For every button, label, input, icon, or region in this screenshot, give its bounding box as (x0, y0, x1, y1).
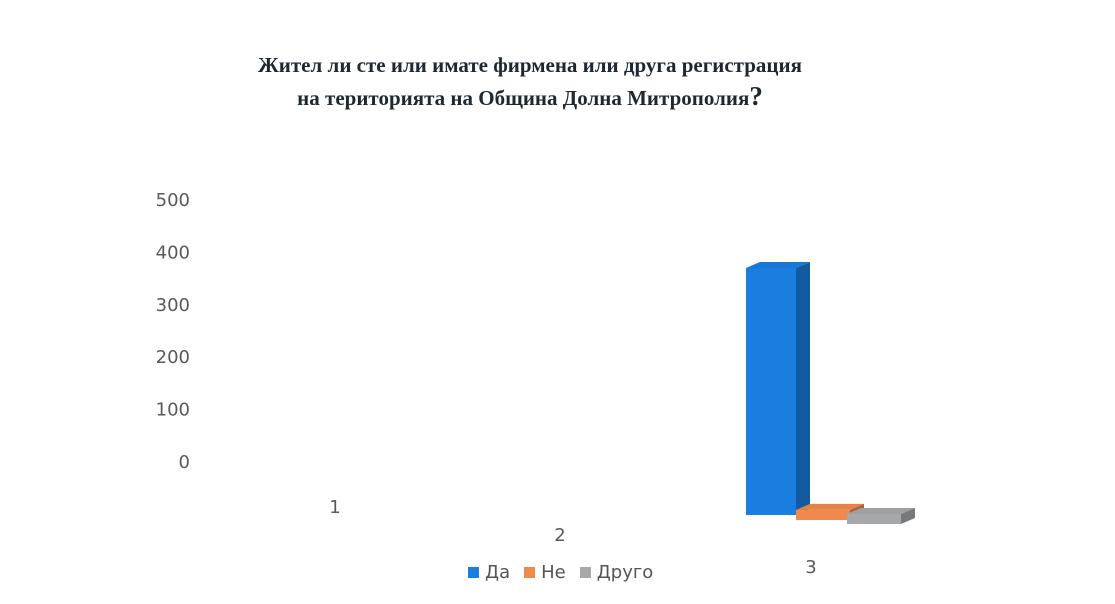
bar-top (746, 262, 810, 268)
y-axis-ticks: 500 400 300 200 100 0 (156, 190, 190, 473)
legend-label: Не (541, 562, 566, 583)
x-tick-label: 2 (554, 525, 565, 546)
chart-title-line-2: на територията на Община Долна Митрополи… (297, 81, 763, 111)
x-tick-label: 1 (329, 497, 340, 518)
legend-label: Да (485, 562, 511, 583)
legend-swatch (468, 567, 479, 578)
bars (746, 262, 915, 524)
legend-item: Не (524, 562, 566, 583)
chart-legend: Да Не Друго (468, 562, 653, 583)
bar (796, 509, 850, 520)
x-axis-ticks: 1 2 3 (329, 497, 816, 578)
legend-swatch (579, 567, 591, 578)
y-tick-label: 500 (156, 190, 190, 211)
y-tick-label: 300 (156, 295, 190, 316)
chart-title-line-1: Жител ли сте или имате фирмена или друга… (258, 53, 802, 77)
chart-title: Жител ли сте или имате фирмена или друга… (150, 50, 910, 114)
y-tick-label: 0 (179, 452, 190, 473)
legend-swatch (524, 567, 536, 578)
bar (847, 514, 901, 524)
bar-side (796, 262, 810, 515)
bar-top (796, 503, 864, 510)
legend-item: Друго (579, 562, 654, 583)
bar-side (901, 508, 915, 524)
legend-item: Да (468, 562, 510, 583)
x-tick-label: 3 (805, 557, 816, 578)
legend-label: Друго (596, 562, 654, 583)
bar (746, 268, 796, 515)
y-tick-label: 200 (156, 347, 190, 368)
y-tick-label: 400 (156, 242, 190, 263)
bar-top (847, 508, 915, 514)
y-tick-label: 100 (156, 400, 190, 421)
